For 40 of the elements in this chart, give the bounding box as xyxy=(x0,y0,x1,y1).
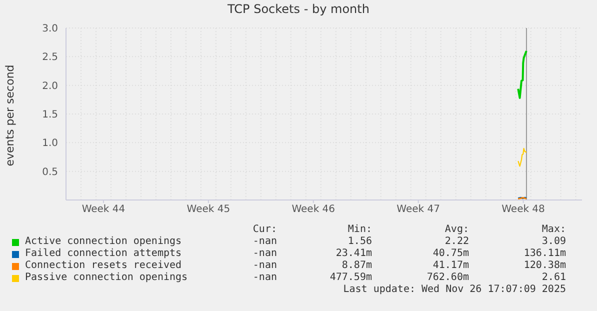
text: 2.22 xyxy=(444,236,469,248)
text: 23.41m xyxy=(334,248,372,260)
x-tick-label: Week 48 xyxy=(502,204,545,216)
y-tick-label: 2.5 xyxy=(42,52,58,64)
x-tick-label: Week 47 xyxy=(396,204,440,216)
legend-label: Passive connection openings xyxy=(25,272,188,284)
text: -nan xyxy=(252,236,277,248)
y-tick-label: 0.5 xyxy=(42,166,58,178)
text: -nan xyxy=(252,248,277,260)
legend-label: Failed connection attempts xyxy=(25,248,182,260)
legend-label: Active connection openings xyxy=(25,236,182,248)
line-series xyxy=(517,50,528,99)
text: 477.59m xyxy=(328,272,372,284)
text: Cur: xyxy=(252,224,277,236)
y-axis-title: events per second xyxy=(4,64,16,166)
text: Min: xyxy=(346,224,372,236)
y-tick-label: 1.5 xyxy=(42,110,58,121)
text: Last update: Wed Nov 26 17:07:09 2025 xyxy=(342,284,566,295)
line-series xyxy=(518,148,527,167)
text: 762.60m xyxy=(426,272,469,284)
x-tick-label: Week 45 xyxy=(186,204,230,216)
text: 3.09 xyxy=(540,236,566,248)
text: 2.61 xyxy=(540,272,566,284)
text: 136.11m xyxy=(522,248,566,260)
y-tick-label: 3.0 xyxy=(42,24,58,35)
text: 1.56 xyxy=(346,236,372,248)
y-tick-label: 2.0 xyxy=(42,80,58,92)
legend-label: Connection resets received xyxy=(25,260,182,272)
text: 40.75m xyxy=(432,248,469,260)
chart-title: TCP Sockets - by month xyxy=(226,2,370,16)
x-tick-label: Week 46 xyxy=(292,204,336,216)
text: 8.87m xyxy=(340,260,372,272)
y-tick-label: 1.0 xyxy=(42,138,58,150)
text: -nan xyxy=(252,272,277,284)
x-tick-label: Week 44 xyxy=(82,204,126,216)
text: 120.38m xyxy=(522,260,566,272)
text: -nan xyxy=(252,260,277,272)
text: 41.17m xyxy=(432,260,469,272)
text: Max: xyxy=(540,224,566,236)
text: Avg: xyxy=(444,224,469,236)
